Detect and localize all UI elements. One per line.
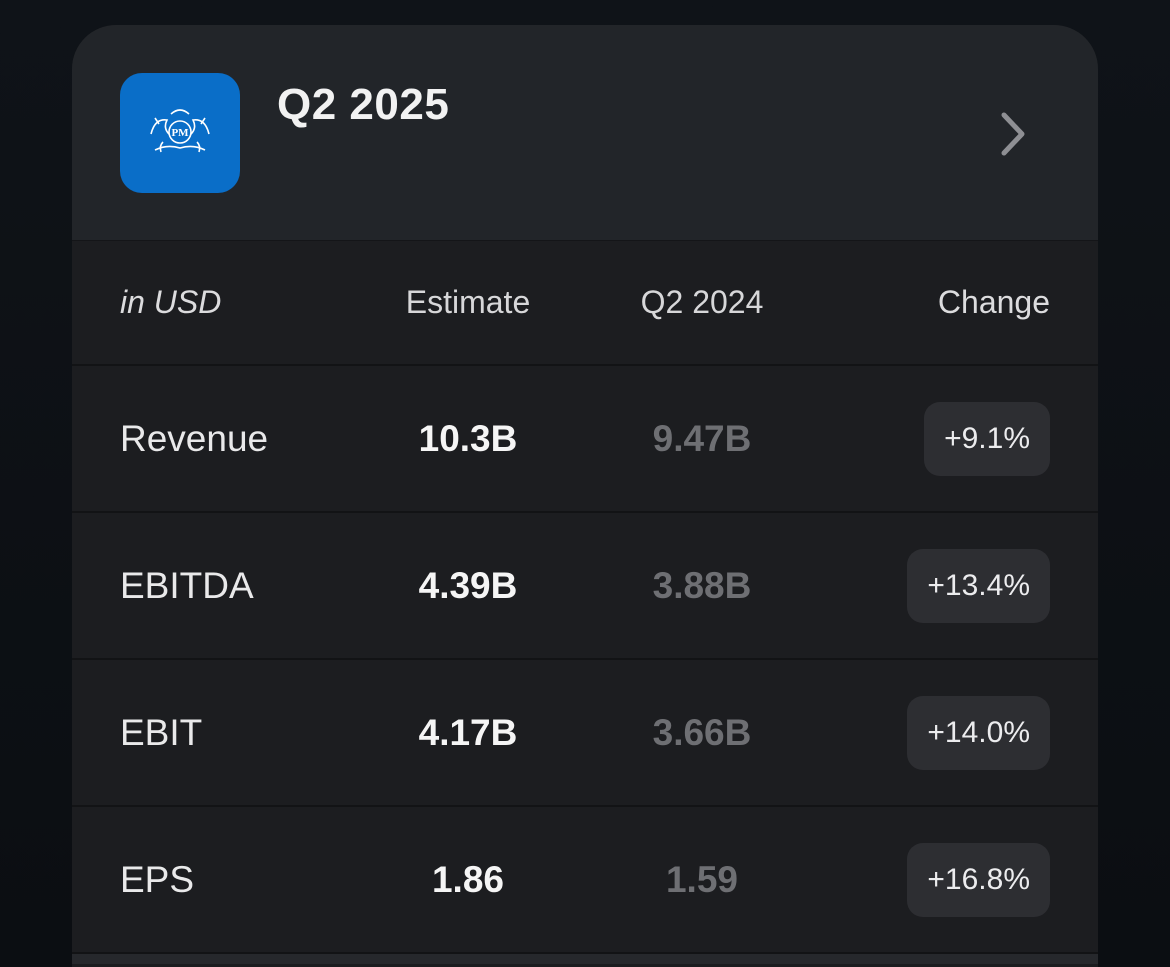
table-row: Revenue 10.3B 9.47B +9.1% bbox=[72, 366, 1098, 513]
row-estimate: 1.86 bbox=[431, 858, 504, 900]
row-previous: 3.66B bbox=[652, 711, 752, 753]
row-previous: 3.88B bbox=[652, 564, 752, 606]
row-estimate: 4.17B bbox=[418, 711, 518, 753]
row-previous: 9.47B bbox=[652, 417, 752, 459]
change-badge: +14.0% bbox=[907, 695, 1050, 770]
table-column-headers: in USD Estimate Q2 2024 Change bbox=[72, 241, 1098, 366]
column-header-estimate: Estimate bbox=[405, 284, 531, 320]
row-previous: 1.59 bbox=[665, 858, 738, 900]
page-title: Q2 2025 bbox=[277, 80, 450, 129]
pm-crest-logo-icon: PM bbox=[120, 73, 240, 193]
earnings-card: PM Q2 2025 in USD Estimate Q2 2024 Chang… bbox=[72, 25, 1098, 967]
change-badge: +13.4% bbox=[907, 548, 1050, 623]
row-label: Revenue bbox=[120, 417, 269, 459]
table-row: EBIT 4.17B 3.66B +14.0% bbox=[72, 660, 1098, 807]
column-header-change: Change bbox=[937, 284, 1050, 320]
card-header[interactable]: PM Q2 2025 bbox=[72, 25, 1098, 241]
chevron-right-icon[interactable] bbox=[998, 110, 1030, 158]
column-header-currency: in USD bbox=[120, 284, 222, 320]
row-label: EBITDA bbox=[120, 564, 254, 606]
table-row: EPS 1.86 1.59 +16.8% bbox=[72, 807, 1098, 954]
table-row: EBITDA 4.39B 3.88B +13.4% bbox=[72, 513, 1098, 660]
column-header-previous: Q2 2024 bbox=[640, 284, 764, 320]
change-badge: +16.8% bbox=[907, 842, 1050, 917]
svg-text:PM: PM bbox=[171, 127, 189, 139]
row-label: EBIT bbox=[120, 711, 203, 753]
row-label: EPS bbox=[120, 858, 195, 900]
row-estimate: 4.39B bbox=[418, 564, 518, 606]
card-bottom-edge bbox=[72, 954, 1098, 964]
row-estimate: 10.3B bbox=[418, 417, 518, 459]
change-badge: +9.1% bbox=[924, 401, 1050, 476]
